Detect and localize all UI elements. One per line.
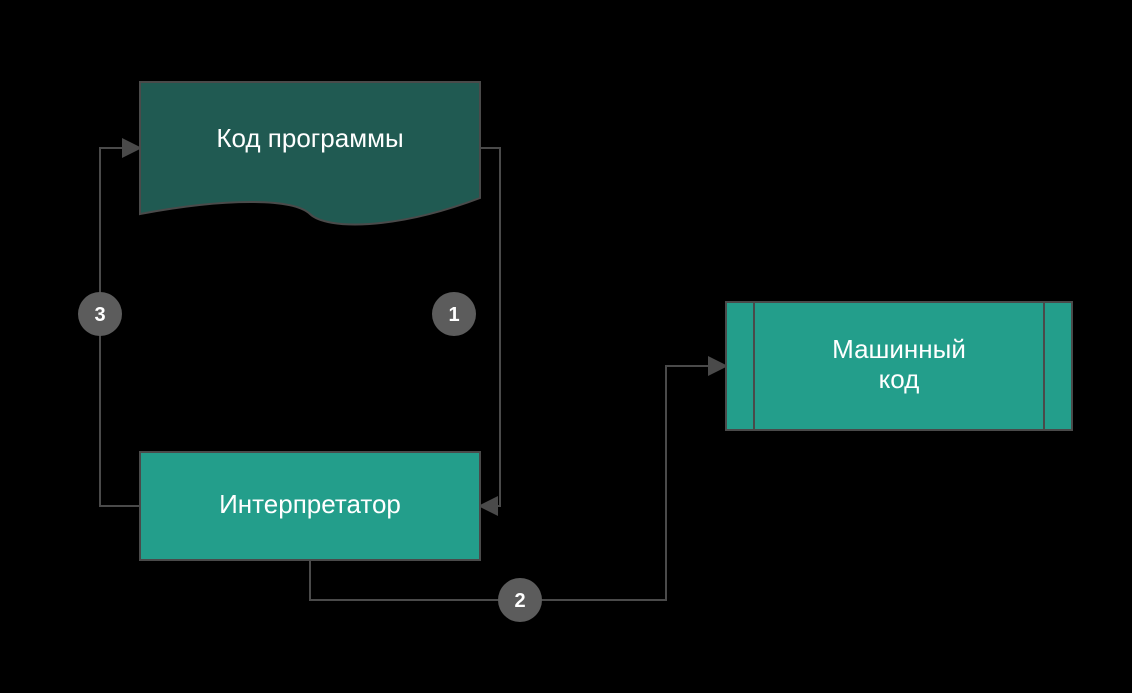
nodes: Код программыИнтерпретаторМашинныйкод bbox=[140, 82, 1072, 560]
node-source-label: Код программы bbox=[216, 123, 403, 153]
badge-3-label: 3 bbox=[94, 304, 105, 326]
node-interpreter-label: Интерпретатор bbox=[219, 489, 401, 519]
flow-diagram: Код программыИнтерпретаторМашинныйкод123 bbox=[0, 0, 1132, 693]
node-source bbox=[140, 82, 480, 225]
edge-1 bbox=[480, 148, 500, 506]
badge-1-label: 1 bbox=[448, 304, 459, 326]
badge-2-label: 2 bbox=[514, 590, 525, 612]
